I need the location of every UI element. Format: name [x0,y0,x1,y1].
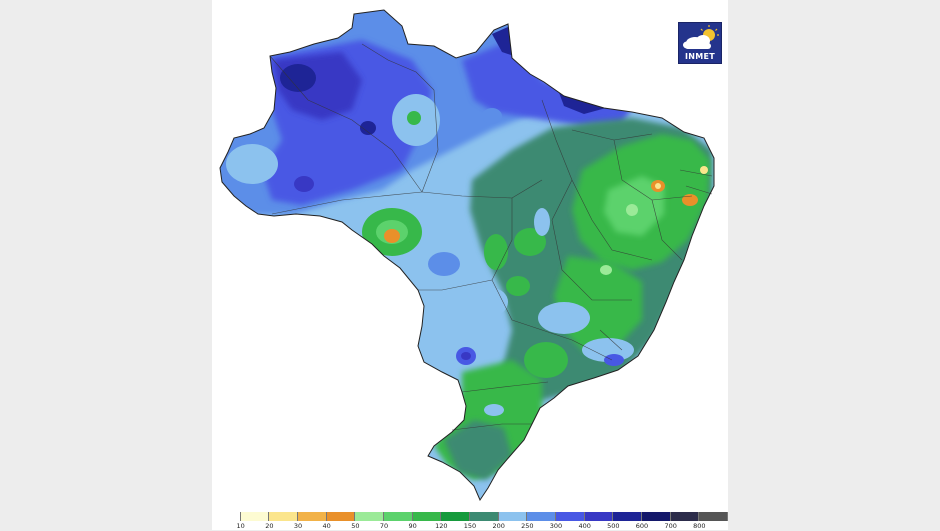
field-ne-yellow-2 [700,166,708,174]
legend-tick-label: 600 [635,522,649,530]
legend-swatch [269,512,298,521]
precipitation-fields [220,10,714,500]
field-ne-purple-spot [482,108,502,124]
legend-tick-label: 400 [578,522,591,530]
legend-tick-label: 500 [607,522,620,530]
legend-tick-label: 120 [435,522,448,530]
inmet-logo: INMET [678,22,722,64]
legend-swatch [297,512,327,521]
field-ne-orange-2 [682,194,698,206]
field-ne-yellow-1 [655,183,661,189]
field-mt-blue [428,252,460,276]
field-west-core [360,121,376,135]
legend-tick-label: 10 [236,522,245,530]
field-parana-green [524,342,568,378]
legend-swatch [212,512,241,521]
legend-swatch [584,512,614,521]
field-para-green-spot [407,111,421,125]
precipitation-map [219,9,715,501]
legend-tick-label: 700 [664,522,677,530]
field-ms-deep [461,352,471,360]
state-borders [269,43,713,431]
legend-swatch [641,512,671,521]
field-ms-light [476,288,508,316]
legend-swatch [613,512,642,521]
field-mt-green [506,276,530,296]
legend-swatch [670,512,700,521]
field-ne-orange-3 [626,204,638,216]
field-south-teal [444,420,512,480]
legend-swatch [555,512,585,521]
legend-tick-label: 30 [293,522,303,530]
legend-swatch [527,512,556,521]
legend-tick-label: 800 [693,522,706,530]
legend-tick-label: 40 [322,522,331,530]
legend-tick-label: 70 [379,522,389,530]
field-bahia-green [514,228,546,256]
field-west-light-spot [262,152,274,164]
legend-bar [212,512,728,521]
legend-swatch [498,512,528,521]
legend-tick-label: 200 [492,522,505,530]
legend-swatch [240,512,270,521]
legend-swatch [699,512,728,521]
legend-tick-label: 250 [521,522,534,530]
field-west-light [226,144,278,184]
field-ne-light-green [600,265,612,275]
field-rondonia-orange [384,229,400,243]
field-goias-green [484,234,508,270]
legend-tick-label: 50 [351,522,360,530]
field-minas-light [538,302,590,334]
field-acre-core [294,176,314,192]
field-south-light-spot [484,404,504,416]
map-frame: INMET 10 20 30 40 50 70 90 120 150 200 250 300 400 50… [212,0,728,530]
legend-swatch [441,512,470,521]
field-amapa-deep [492,26,514,56]
logo-text: INMET [684,52,716,61]
legend-tick-label: 90 [408,522,417,530]
legend-tick-label: 300 [549,522,563,530]
legend-swatch [355,512,384,521]
legend-tick-label: 150 [463,522,477,530]
color-scale-legend: 10 20 30 40 50 70 90 120 150 200 250 300 400 500 600 70… [212,512,728,530]
legend-labels: 10 20 30 40 50 70 90 120 150 200 250 300 400 500 600 70… [212,522,728,531]
field-northwest-core [280,64,316,92]
legend-swatch [326,512,356,521]
legend-swatch [383,512,413,521]
sun-cloud-icon [683,25,719,49]
legend-tick-label: 20 [265,522,274,530]
field-rio-purple [604,354,624,366]
legend-swatch [469,512,499,521]
field-tocantins-light [534,208,550,236]
legend-swatch [412,512,442,521]
